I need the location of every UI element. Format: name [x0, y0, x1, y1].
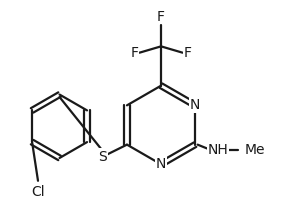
Text: N: N: [156, 157, 166, 171]
Text: S: S: [98, 150, 107, 164]
Text: F: F: [184, 46, 192, 60]
Text: Me: Me: [245, 143, 265, 157]
Text: Cl: Cl: [31, 185, 45, 199]
Text: NH: NH: [208, 143, 228, 157]
Text: F: F: [157, 10, 165, 23]
Text: N: N: [190, 98, 200, 112]
Text: F: F: [130, 46, 138, 60]
